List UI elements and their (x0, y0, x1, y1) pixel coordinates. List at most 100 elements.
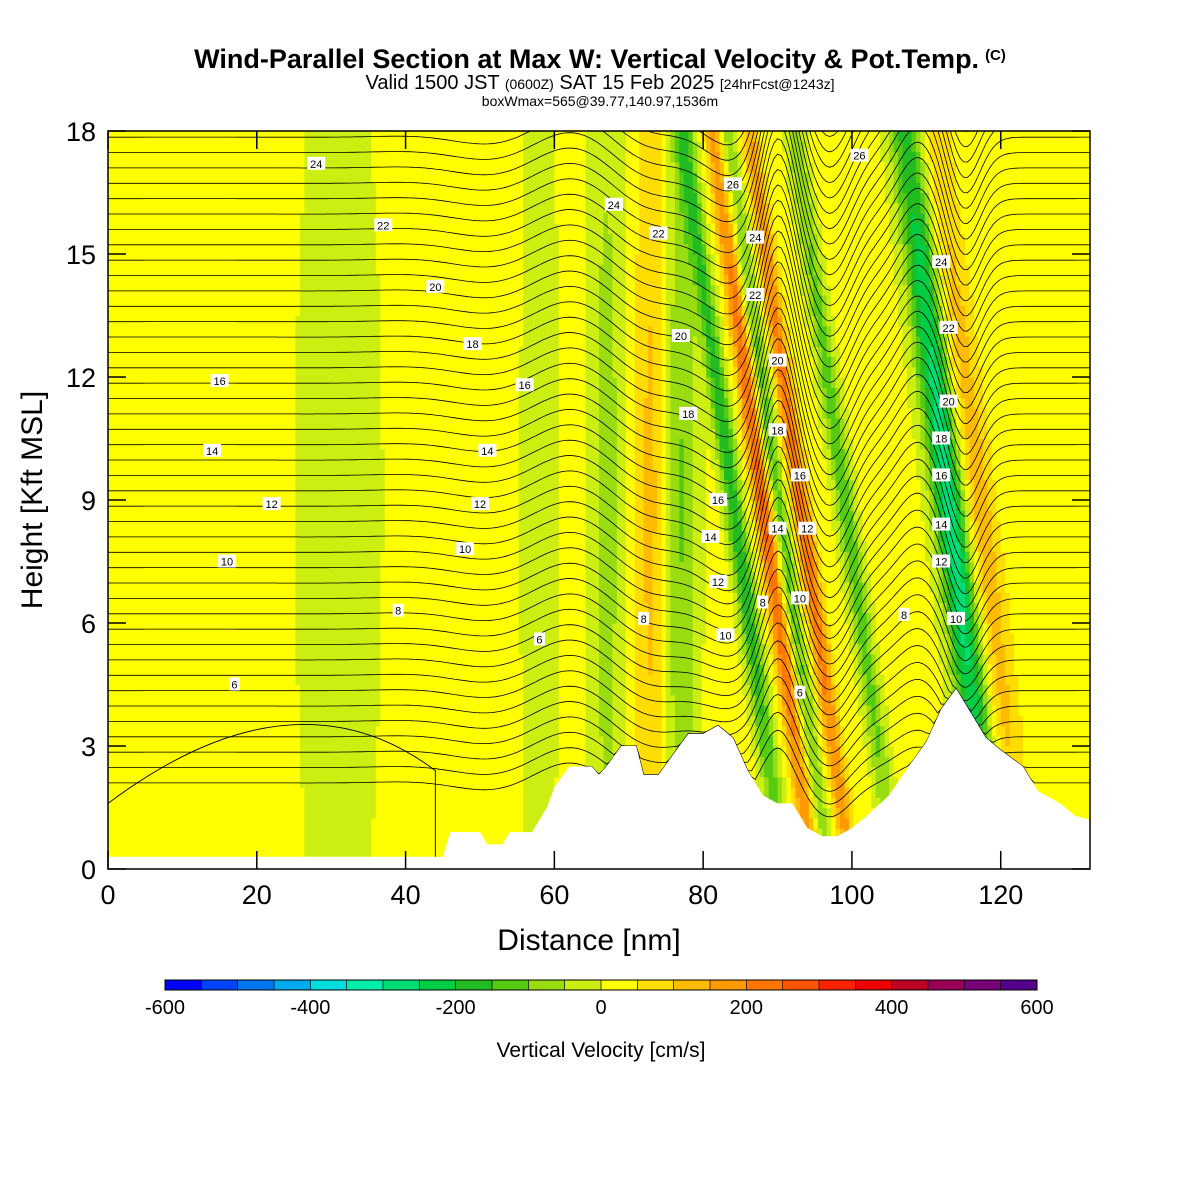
field-cell (755, 520, 761, 532)
field-cell (960, 510, 966, 532)
field-cell (866, 653, 872, 706)
field-cell (701, 243, 707, 265)
field-cell (804, 643, 810, 665)
field-cell (741, 182, 747, 214)
field-cell (799, 664, 805, 675)
colorbar-swatch (274, 980, 311, 990)
contour-label-bg (932, 255, 951, 269)
field-cell (844, 756, 850, 788)
field-cell (295, 131, 301, 317)
field-cell (777, 541, 783, 552)
contour-label-text: 18 (682, 409, 694, 421)
field-cell (826, 643, 832, 675)
contour-label-bg (228, 677, 240, 691)
field-cell (728, 315, 734, 337)
field-cell (701, 141, 707, 183)
field-cell (759, 438, 765, 450)
field-cell (746, 243, 752, 317)
field-cell (764, 172, 770, 204)
field-cell (764, 561, 770, 583)
field-cell (826, 448, 832, 491)
field-cell (840, 756, 846, 778)
field-cell (197, 131, 203, 869)
field-cell (786, 530, 792, 552)
field-cell (630, 131, 636, 869)
field-cell (505, 131, 511, 869)
contour-label: 14 (203, 443, 222, 458)
field-cell (737, 582, 743, 604)
field-cell (768, 202, 774, 235)
field-cell (956, 448, 962, 470)
contour-label-text: 16 (935, 470, 947, 482)
field-cell (924, 561, 930, 869)
colorbar: -600 -400 -200 0 200 400 600 Vertical Velocity … (145, 979, 1054, 1062)
field-cell (786, 756, 792, 778)
field-cell (759, 705, 765, 716)
contour-label-bg (768, 423, 787, 437)
colorbar-tick-label: 0 (595, 997, 606, 1019)
field-cell (715, 202, 721, 235)
field-cell (857, 674, 863, 716)
field-cell (728, 233, 734, 265)
field-cell (380, 551, 386, 869)
field-cell (768, 653, 774, 686)
field-cell (737, 182, 743, 245)
field-cell (782, 407, 788, 429)
field-cell (759, 489, 765, 511)
field-cell (835, 520, 841, 563)
theta-contour (108, 245, 1090, 399)
field-cell (835, 746, 841, 809)
theta-contour (108, 322, 1090, 476)
contour-label-text: 16 (518, 380, 530, 392)
field-cell (723, 500, 730, 532)
field-cell (822, 664, 828, 696)
field-cell (1054, 131, 1060, 869)
field-cell (786, 653, 792, 675)
field-cell (853, 541, 859, 614)
field-cell (679, 213, 685, 440)
field-cell (831, 797, 837, 819)
field-cell (380, 448, 386, 552)
field-cell (915, 151, 921, 183)
field-cell (835, 387, 841, 419)
field-cell (956, 131, 962, 204)
field-cell (371, 817, 377, 869)
field-cell (746, 336, 752, 347)
field-cell (880, 161, 886, 675)
field-cell (799, 448, 805, 470)
field-cell (697, 233, 703, 286)
field-cell (375, 274, 381, 727)
field-cell (973, 582, 980, 604)
field-cell (929, 346, 935, 388)
field-cell (920, 161, 926, 194)
field-cell (951, 366, 957, 388)
field-cell (340, 131, 346, 869)
field-cell (746, 469, 752, 491)
field-cell (746, 520, 752, 542)
field-cell (679, 172, 685, 214)
colorbar-swatch (673, 980, 711, 990)
field-cell (536, 131, 542, 869)
colorbar-swatch (746, 980, 784, 990)
field-cell (804, 623, 810, 645)
copyright-mark: (C) (985, 47, 1006, 64)
field-cell (893, 131, 899, 153)
field-cell (777, 653, 783, 675)
field-cell (826, 746, 832, 768)
field-cell (228, 131, 234, 869)
field-cell (737, 295, 743, 317)
field-cell (822, 807, 828, 860)
field-cell (799, 561, 805, 583)
field-cell (826, 489, 832, 624)
field-cell (924, 243, 930, 276)
field-cell (313, 131, 319, 869)
field-cell (804, 448, 810, 481)
contour-label-text: 14 (704, 532, 716, 544)
field-cell (759, 510, 765, 532)
field-cell (750, 571, 756, 593)
field-cell (822, 387, 828, 419)
field-cell (554, 223, 560, 778)
colorbar-swatch (819, 980, 856, 990)
field-cell (808, 817, 814, 839)
field-cell (960, 643, 966, 686)
